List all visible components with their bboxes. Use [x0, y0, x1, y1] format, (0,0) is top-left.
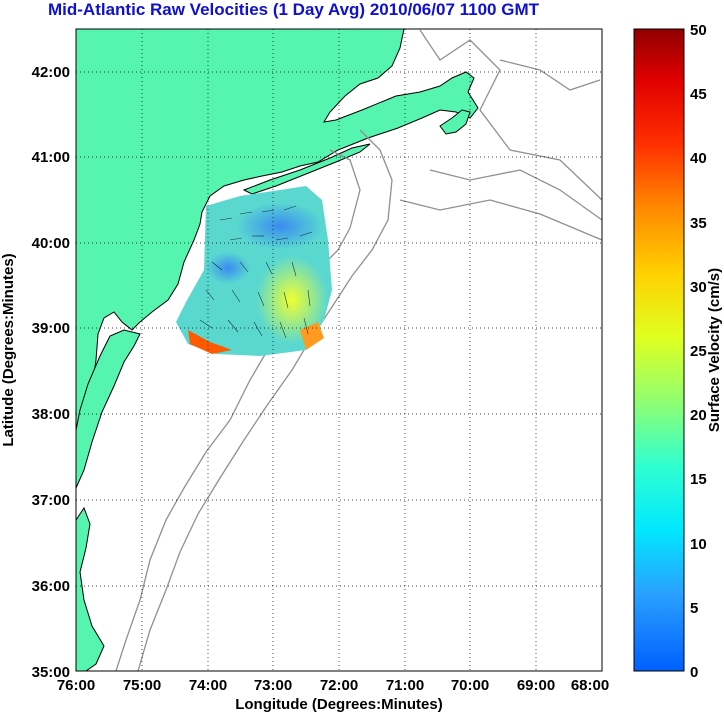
colorbar-tick-label: 5 — [690, 600, 698, 617]
lon-tick-label: 72:00 — [320, 677, 358, 694]
x-axis-label: Longitude (Degrees:Minutes) — [235, 696, 443, 713]
lon-tick-label: 68:00 — [571, 677, 609, 694]
lat-tick-label: 37:00 — [32, 492, 70, 509]
land-long-island — [242, 143, 371, 195]
lat-tick-label: 38:00 — [32, 406, 70, 423]
lon-tick-label: 70:00 — [451, 677, 489, 694]
lon-tick-label: 76:00 — [57, 677, 95, 694]
land-mainland — [76, 29, 479, 471]
map-title: Mid-Atlantic Raw Velocities (1 Day Avg) … — [48, 0, 539, 19]
lon-tick-label: 75:00 — [123, 677, 161, 694]
colorbar-tick-label: 20 — [690, 407, 707, 424]
lon-tick-label: 71:00 — [386, 677, 424, 694]
land-virginia-nc — [76, 506, 105, 671]
latitude-axis: 35:00 36:00 37:00 38:00 39:00 40:00 41:0… — [0, 64, 70, 681]
longitude-axis: 76:00 75:00 74:00 73:00 72:00 71:00 70:0… — [57, 677, 609, 713]
lat-tick-label: 40:00 — [32, 235, 70, 252]
map-frame — [75, 28, 603, 672]
colorbar-tick-label: 0 — [690, 664, 698, 681]
colorbar-tick-label: 45 — [690, 86, 707, 103]
colorbar-tick-label: 35 — [690, 215, 707, 232]
lat-tick-label: 39:00 — [32, 320, 70, 337]
y-axis-label: Latitude (Degrees:Minutes) — [0, 253, 17, 446]
colorbar-scale — [633, 28, 685, 672]
colorbar-tick-label: 15 — [690, 471, 707, 488]
colorbar-tick-label: 25 — [690, 343, 707, 360]
land-cape-cod — [439, 109, 471, 135]
lon-tick-label: 73:00 — [254, 677, 292, 694]
colorbar: 0 5 10 15 20 25 30 35 40 45 50 Surface V… — [633, 22, 723, 681]
lat-tick-label: 36:00 — [32, 578, 70, 595]
lat-tick-label: 42:00 — [32, 64, 70, 81]
lat-tick-label: 35:00 — [32, 664, 70, 681]
velocity-field — [176, 186, 332, 356]
lat-tick-label: 41:00 — [32, 149, 70, 166]
lon-tick-label: 69:00 — [517, 677, 555, 694]
colorbar-tick-label: 10 — [690, 536, 707, 553]
colorbar-tick-label: 30 — [690, 279, 707, 296]
colorbar-tick-label: 40 — [690, 150, 707, 167]
land-delmarva — [76, 329, 141, 489]
colorbar-label: Surface Velocity (cm/s) — [706, 268, 723, 432]
bathymetry-contours — [115, 29, 602, 671]
lon-tick-label: 74:00 — [189, 677, 227, 694]
colorbar-tick-label: 50 — [690, 22, 707, 39]
